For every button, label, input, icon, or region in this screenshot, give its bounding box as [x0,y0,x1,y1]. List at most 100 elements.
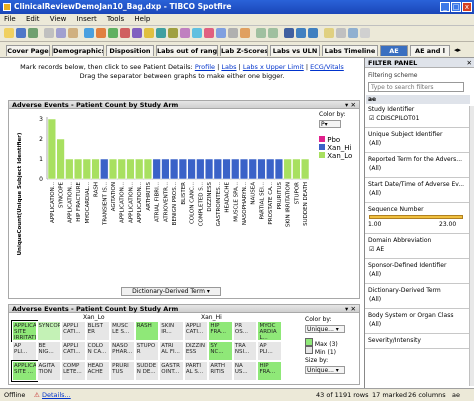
maximize-button[interactable]: □ [451,2,461,12]
treemap-cell[interactable]: DIZZIN ESS [183,341,209,361]
filter-list-value[interactable]: (All) [369,271,467,278]
treemap-cell[interactable]: APPLI CATI... [61,341,86,361]
checkbox-icon[interactable]: ☑ [369,115,377,122]
bar[interactable] [196,158,205,180]
treemap[interactable]: APPLICATION SITE IRRITATIONSYNCOPEAPPLI … [11,320,282,382]
panel-controls-icon[interactable]: ▾ ✕ [345,101,356,109]
parallel-coordinates-icon[interactable] [216,28,226,38]
filter-list-value[interactable]: (All) [369,321,467,328]
bar[interactable] [56,138,65,180]
combination-chart-icon[interactable] [132,28,142,38]
cross-table-icon[interactable] [96,28,106,38]
treemap-cell[interactable]: BE NIG... [36,341,62,361]
table-icon[interactable] [84,28,94,38]
treemap-cell[interactable]: APPLI CATI... [61,321,86,341]
treemap-cell[interactable]: COLO N CA... [85,341,111,361]
treemap-cell[interactable]: COMP LETE... [61,361,86,381]
filter-search-input[interactable] [368,82,464,92]
details-link[interactable]: Details... [42,391,71,399]
print-icon[interactable] [28,28,38,38]
treemap-cell[interactable]: HIP FRA... [257,361,282,381]
treemap-cell[interactable]: BLIST ER [85,321,111,341]
scatter-plot-icon[interactable] [156,28,166,38]
treemap-cell[interactable]: HIP FRA... [208,321,233,341]
x-axis-selector[interactable]: Dictionary-Derived Term ▾ [121,287,221,296]
bar[interactable] [126,158,135,180]
link-profile[interactable]: Profile [194,63,216,71]
minimize-button[interactable]: _ [440,2,450,12]
color-by-dropdown[interactable]: P▾ [319,120,341,128]
tab-ae[interactable]: AE [380,45,408,56]
home-icon[interactable] [284,28,294,38]
treemap-cell[interactable]: APPLICATION SITE IRRITATION [11,320,38,342]
bar[interactable] [222,158,231,180]
legend-item-xan-lo[interactable]: Xan_Lo [319,152,352,160]
treemap-cell[interactable]: SKIN IR... [159,321,184,341]
heat-map-icon[interactable] [204,28,214,38]
bar[interactable] [187,158,196,180]
panel-controls-icon[interactable]: ▾ ✕ [345,305,356,313]
treemap-cell[interactable]: AGITA TION [36,361,62,381]
3d-scatter-icon[interactable] [168,28,178,38]
legend-item-pbo[interactable]: Pbo [319,136,352,144]
map-chart-icon[interactable] [180,28,190,38]
copy-icon[interactable] [56,28,66,38]
bar[interactable] [301,158,310,180]
bar[interactable] [117,158,126,180]
treemap-cell[interactable]: AP PLI... [257,341,282,361]
filter-scrollbar[interactable] [469,106,474,386]
filter-icon[interactable] [336,28,346,38]
treemap-cell[interactable]: HEAD ACHE [85,361,111,381]
filter-checkbox[interactable]: ☑ CDISCPILOT01 [369,115,467,122]
bookmark-icon[interactable] [324,28,334,38]
paste-icon[interactable] [68,28,78,38]
treemap-cell[interactable]: STUPO R [134,341,160,361]
menu-help[interactable]: Help [134,15,151,23]
treemap-cell[interactable]: ARTH RITIS [208,361,233,381]
menu-tools[interactable]: Tools [106,15,125,23]
filter-list-value[interactable]: (All) [369,296,467,303]
filter-list-value[interactable]: (All) [369,165,467,172]
link-labs[interactable]: Labs [221,63,237,71]
treemap-cell[interactable]: PARTI AL S... [183,361,209,381]
menu-insert[interactable]: Insert [76,15,97,23]
tab-scroll-arrows-icon[interactable]: ◂▸ [454,46,462,54]
tab-disposition[interactable]: Disposition [106,45,154,56]
open-icon[interactable] [4,28,14,38]
bar[interactable] [257,158,266,180]
back-icon[interactable] [296,28,306,38]
bar[interactable] [292,158,301,180]
bar[interactable] [248,158,257,180]
bar[interactable] [170,158,179,180]
treemap-cell[interactable]: MYOC ARDIA L... [257,321,282,341]
treemap-cell[interactable]: APPLICATION SITE ... [11,360,38,382]
bar[interactable] [143,158,153,180]
bar[interactable] [152,158,161,180]
tab-lab-z-scores[interactable]: Lab Z-Scores [220,45,268,56]
bar[interactable] [91,158,100,180]
bar-chart-icon[interactable] [108,28,118,38]
tab-cover-page[interactable]: Cover Page [6,45,50,56]
treemap-cell[interactable]: MUSC LE S... [110,321,135,341]
summary-table-icon[interactable] [228,28,238,38]
checkbox-icon[interactable]: ☑ [369,246,377,253]
bar[interactable] [239,158,249,180]
tab-labs-out-of-range[interactable]: Labs out of range [156,45,218,56]
bar[interactable] [100,158,109,180]
filter-list-value[interactable]: (All) [369,140,467,147]
bar[interactable] [266,158,275,180]
bar[interactable] [73,158,83,180]
close-icon[interactable]: ✕ [466,59,472,67]
treemap-color-by-dropdown[interactable]: Unique... ▾ [305,325,345,333]
treemap-cell[interactable]: SYNCOPE [36,321,62,341]
menu-view[interactable]: View [49,15,67,23]
treemap-cell[interactable]: PR OS... [232,321,258,341]
line-chart-icon[interactable] [120,28,130,38]
treemap-cell[interactable]: TRA NSI... [232,341,258,361]
treemap-cell[interactable]: SY NC... [208,341,233,361]
treemap-cell[interactable]: GASTR OINT... [159,361,184,381]
range-slider[interactable] [369,215,463,219]
filter-table-name[interactable]: ae [366,95,470,104]
treemap-cell[interactable]: APPLI CATI... [183,321,209,341]
bar[interactable] [47,118,56,180]
